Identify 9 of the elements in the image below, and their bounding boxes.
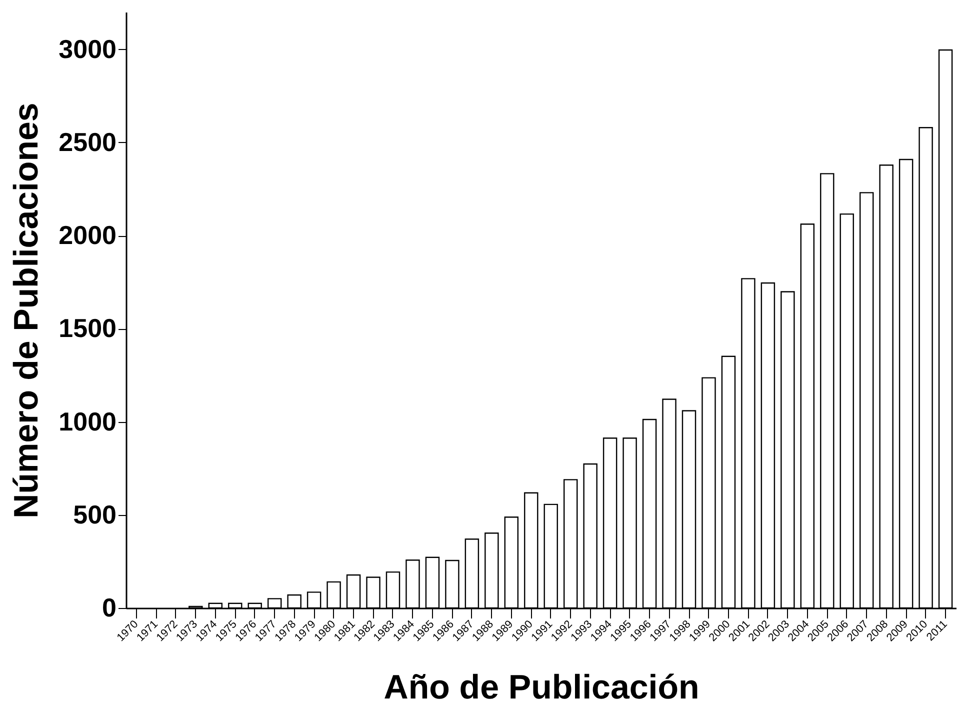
y-axis-title: Número de Publicaciones	[8, 102, 46, 518]
y-tick-label: 2500	[58, 126, 116, 157]
y-tick-label: 3000	[58, 34, 116, 64]
y-tick-label: 1500	[58, 313, 116, 344]
y-tick-label: 0	[102, 592, 116, 622]
x-axis-title: Año de Publicación	[384, 668, 700, 706]
y-tick-label: 2000	[58, 220, 116, 250]
y-tick-label: 500	[73, 499, 116, 530]
y-tick-label: 1000	[58, 406, 116, 436]
